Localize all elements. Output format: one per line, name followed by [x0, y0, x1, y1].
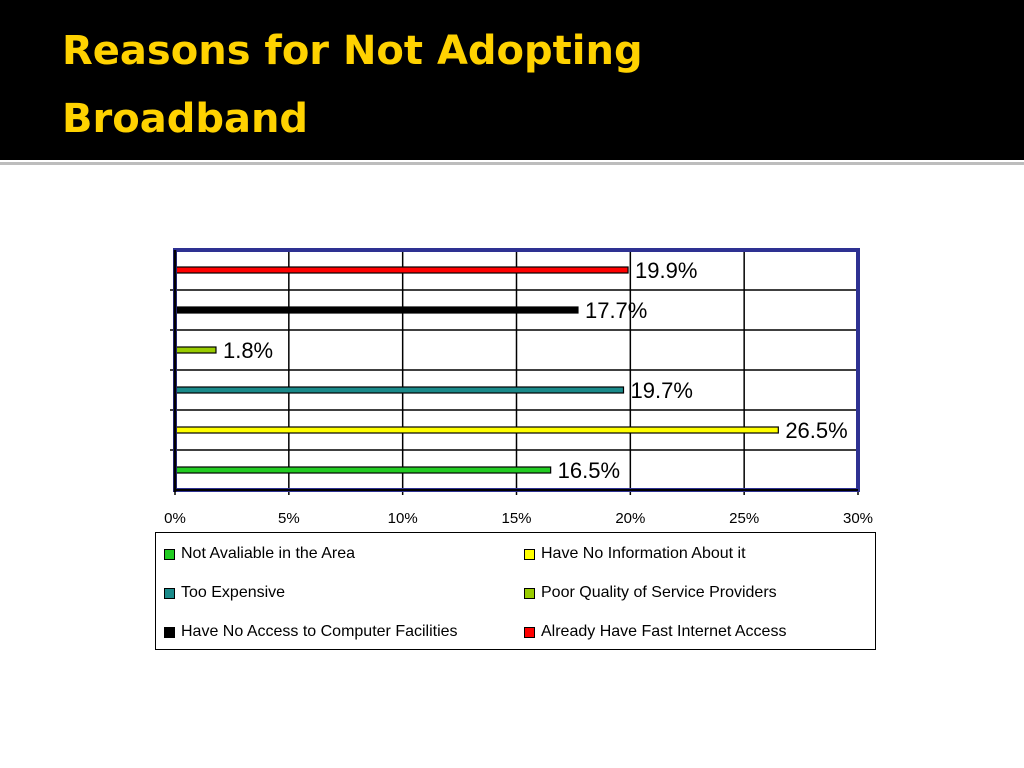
slide-title-line-1: Reasons for Not Adopting: [62, 28, 643, 74]
data-label-5: 17.7%: [585, 298, 647, 323]
title-bar: [0, 0, 1024, 160]
legend-swatch: [164, 626, 175, 638]
legend-label: Not Avaliable in the Area: [181, 545, 356, 562]
legend-item-5: Have No Access to Computer Facilities: [164, 623, 458, 641]
x-tick-label: 30%: [843, 510, 873, 527]
legend-swatch: [524, 587, 535, 599]
bar-4: [174, 346, 217, 354]
bar-1: [174, 466, 552, 474]
data-label-4: 1.8%: [223, 338, 273, 363]
data-label-6: 19.9%: [635, 258, 697, 283]
bar-6: [174, 266, 629, 274]
bar-3: [174, 386, 625, 394]
legend-label: Already Have Fast Internet Access: [541, 623, 787, 640]
bar-2: [174, 426, 779, 434]
legend-swatch: [164, 587, 175, 599]
legend-item-4: Poor Quality of Service Providers: [524, 584, 777, 602]
legend-label: Have No Information About it: [541, 545, 746, 562]
legend-swatch: [524, 626, 535, 638]
legend-item-6: Already Have Fast Internet Access: [524, 623, 786, 641]
legend-item-1: Not Avaliable in the Area: [164, 545, 355, 563]
chart-legend: Not Avaliable in the Area Have No Informa…: [155, 532, 876, 650]
title-divider: [0, 162, 1024, 165]
legend-label: Have No Access to Computer Facilities: [181, 623, 458, 640]
legend-label: Too Expensive: [181, 584, 286, 601]
slide-title-line-2: Broadband: [62, 96, 309, 142]
x-tick-label: 0%: [164, 510, 186, 527]
legend-swatch: [524, 548, 535, 560]
x-tick-label: 15%: [501, 510, 531, 527]
x-tick-label: 5%: [278, 510, 300, 527]
x-tick-label: 25%: [729, 510, 759, 527]
x-tick-label: 10%: [388, 510, 418, 527]
legend-label: Poor Quality of Service Providers: [541, 584, 777, 601]
legend-swatch: [164, 548, 175, 560]
legend-item-2: Have No Information About it: [524, 545, 746, 563]
data-label-2: 26.5%: [785, 418, 847, 443]
data-label-1: 16.5%: [558, 458, 620, 483]
bar-5: [174, 306, 579, 314]
data-label-3: 19.7%: [631, 378, 693, 403]
legend-item-3: Too Expensive: [164, 584, 285, 602]
x-tick-label: 20%: [615, 510, 645, 527]
